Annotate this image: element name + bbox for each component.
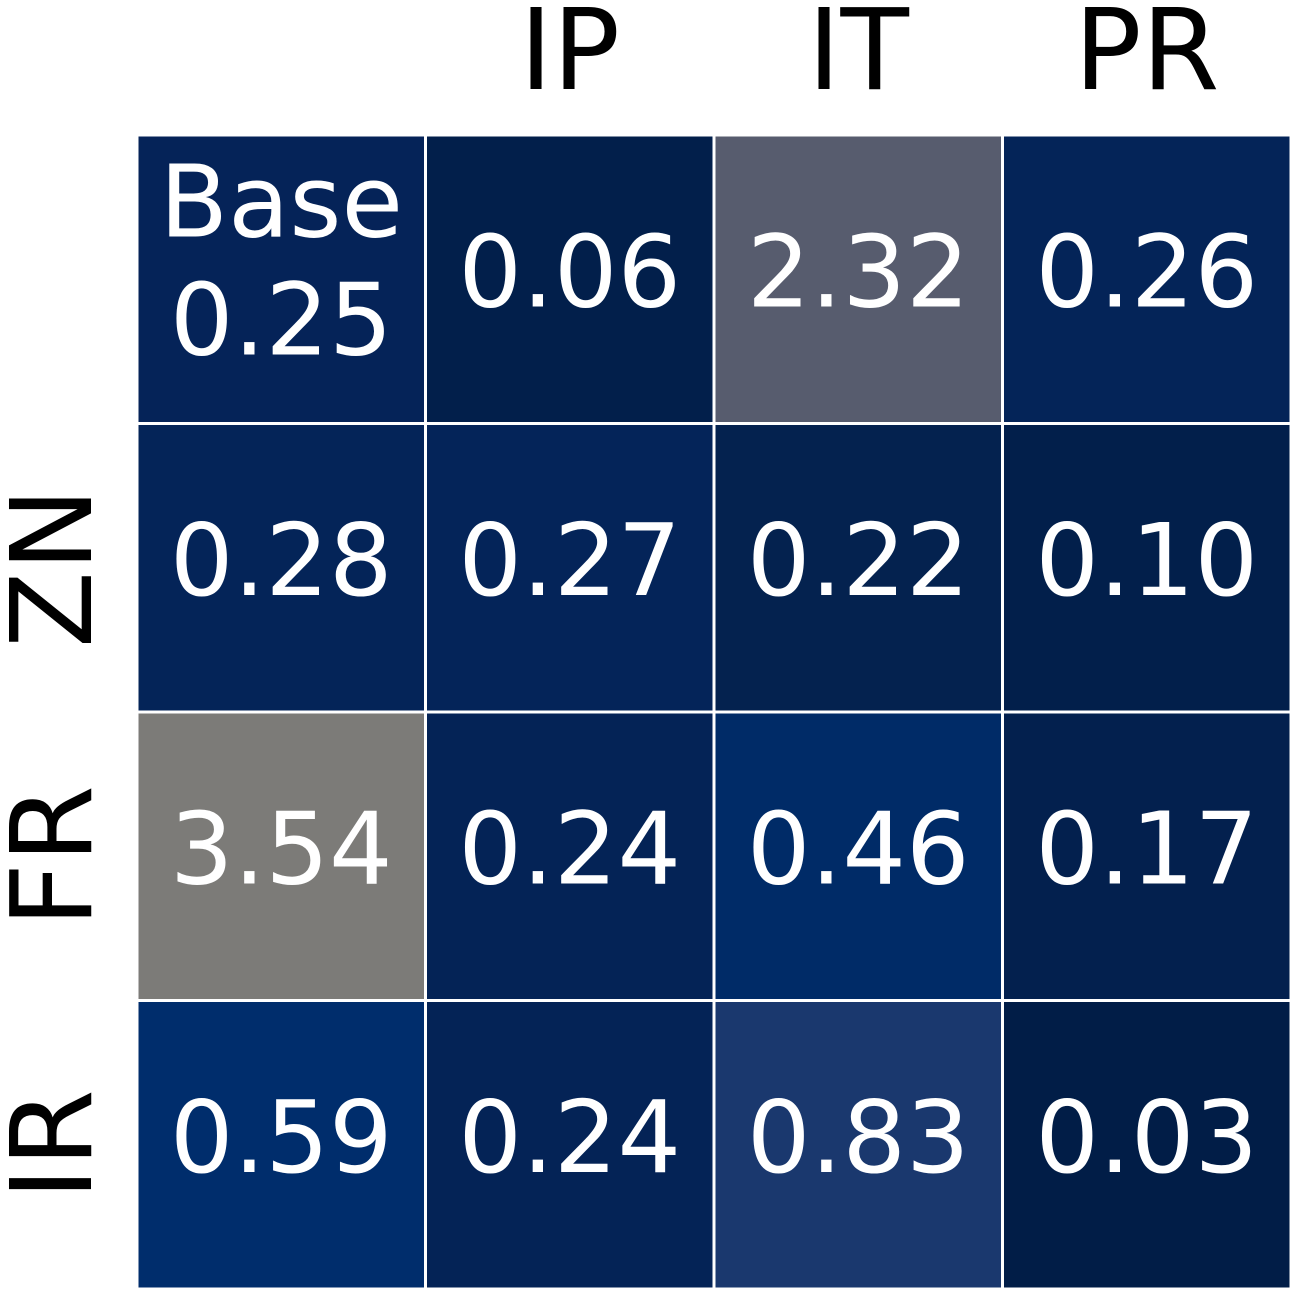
heatmap-cell	[1004, 136, 1290, 422]
heatmap-cell	[138, 713, 424, 999]
cell-value-label: 0.03	[1035, 1079, 1258, 1196]
row-label: FR	[0, 785, 118, 927]
cell-value-label: 0.46	[747, 791, 970, 908]
heatmap-cell	[427, 713, 713, 999]
heatmap-cell	[1004, 1002, 1290, 1288]
cell-value-label: 0.27	[458, 502, 681, 619]
cell-value-label: 0.10	[1035, 502, 1258, 619]
heatmap-cell	[138, 136, 424, 422]
heatmap-cell	[138, 425, 424, 711]
heatmap-cell	[427, 1002, 713, 1288]
column-label: IP	[519, 0, 620, 116]
heatmap-cell	[138, 1002, 424, 1288]
cell-value-label: 0.28	[170, 502, 393, 619]
cell-value-label: 0.22	[747, 502, 970, 619]
cell-value-label: 3.54	[170, 791, 393, 908]
heatmap-cell	[715, 425, 1001, 711]
heatmap-cell	[1004, 425, 1290, 711]
row-label: IR	[0, 1089, 118, 1200]
cell-value-label: 2.32	[747, 214, 970, 331]
heatmap-cell	[715, 713, 1001, 999]
cell-value-label: 0.24	[458, 791, 681, 908]
heatmap-cell	[427, 136, 713, 422]
cell-value-label: 0.25	[170, 262, 393, 379]
cell-value-label: 0.17	[1035, 791, 1258, 908]
heatmap-cell	[715, 136, 1001, 422]
cell-value-label: 0.06	[458, 214, 681, 331]
heatmap-cell	[427, 425, 713, 711]
cell-value-label: 0.24	[458, 1079, 681, 1196]
cell-annotation: Base	[159, 144, 403, 261]
cell-value-label: 0.26	[1035, 214, 1258, 331]
column-label: IT	[808, 0, 910, 116]
heatmap-cell	[715, 1002, 1001, 1288]
heatmap-cell	[1004, 713, 1290, 999]
cell-value-label: 0.83	[747, 1079, 970, 1196]
row-label: ZN	[0, 487, 118, 648]
cell-value-label: 0.59	[170, 1079, 393, 1196]
column-label: PR	[1074, 0, 1219, 116]
